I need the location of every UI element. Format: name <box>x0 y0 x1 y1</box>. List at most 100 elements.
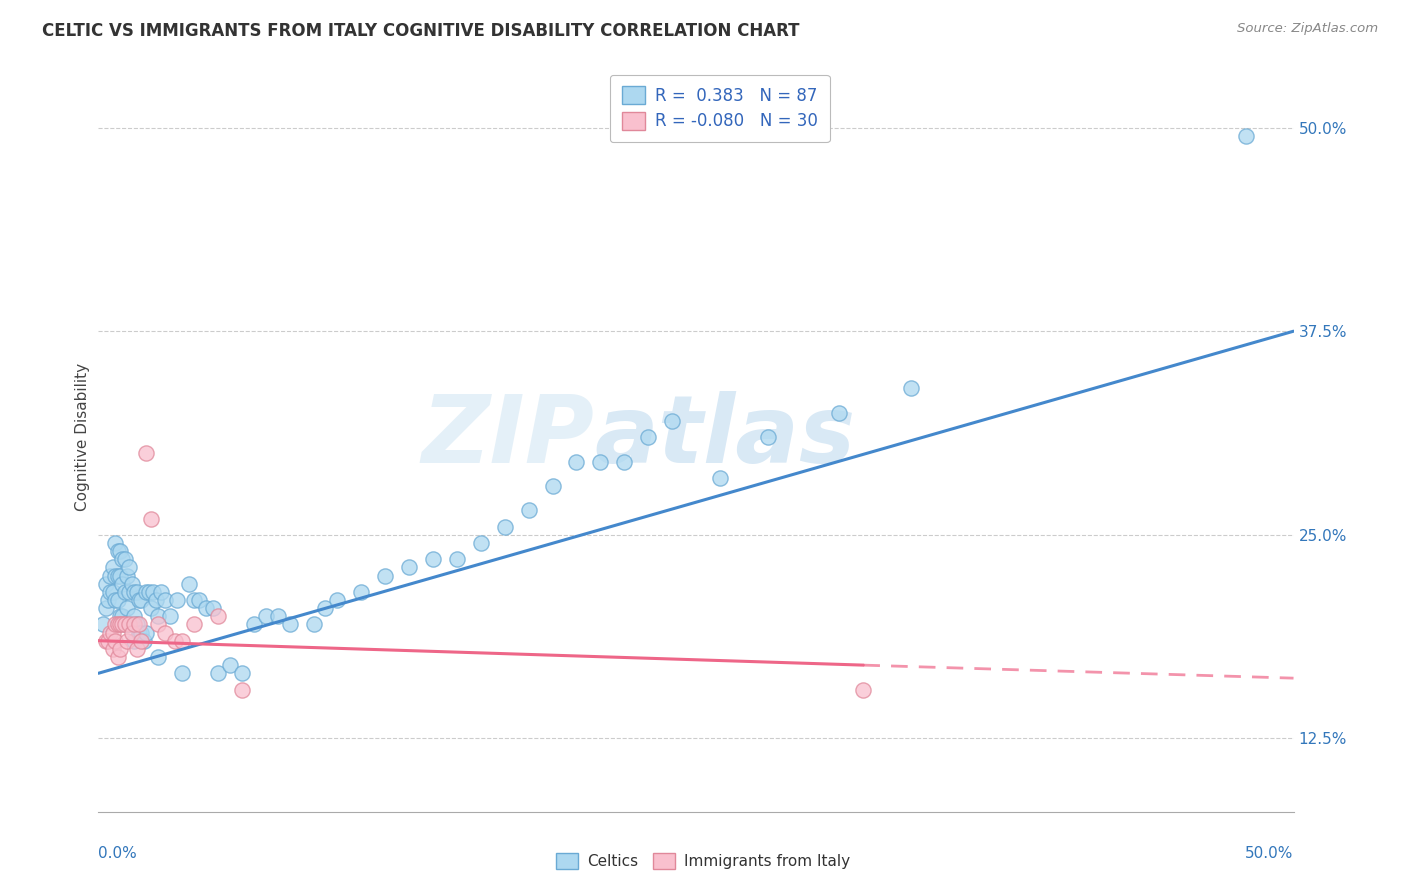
Point <box>94 633 117 648</box>
Point <box>121 625 143 640</box>
Point <box>91 617 114 632</box>
Point <box>637 430 659 444</box>
Point <box>613 454 636 468</box>
Point <box>114 617 136 632</box>
Point <box>104 568 127 582</box>
Point <box>97 633 120 648</box>
Point <box>111 576 134 591</box>
Text: Source: ZipAtlas.com: Source: ZipAtlas.com <box>1237 22 1378 36</box>
Point <box>135 584 157 599</box>
Legend: Celtics, Immigrants from Italy: Celtics, Immigrants from Italy <box>550 847 856 875</box>
Point <box>202 601 225 615</box>
Point <box>155 625 177 640</box>
Point <box>118 584 141 599</box>
Point <box>398 560 420 574</box>
Point <box>118 560 141 574</box>
Point <box>139 601 162 615</box>
Point <box>104 536 127 550</box>
Legend: R =  0.383   N = 87, R = -0.080   N = 30: R = 0.383 N = 87, R = -0.080 N = 30 <box>610 75 830 142</box>
Point <box>267 609 290 624</box>
Point <box>374 568 396 582</box>
Point <box>101 584 124 599</box>
Point <box>128 617 150 632</box>
Point <box>541 479 564 493</box>
Point <box>565 454 588 468</box>
Point <box>148 650 170 665</box>
Point <box>315 601 337 615</box>
Point <box>183 593 205 607</box>
Text: ZIP: ZIP <box>422 391 595 483</box>
Point <box>756 430 779 444</box>
Point <box>828 406 851 420</box>
Point <box>121 576 143 591</box>
Point <box>207 666 229 681</box>
Point <box>231 666 253 681</box>
Point <box>183 617 205 632</box>
Point <box>131 593 153 607</box>
Point <box>94 576 117 591</box>
Text: atlas: atlas <box>595 391 856 483</box>
Point <box>131 633 153 648</box>
Point <box>124 584 146 599</box>
Point <box>166 593 188 607</box>
Point <box>172 666 194 681</box>
Point <box>852 682 875 697</box>
Point <box>142 584 165 599</box>
Point <box>589 454 612 468</box>
Point <box>125 641 148 656</box>
Point <box>172 633 194 648</box>
Point <box>179 576 201 591</box>
Point <box>446 552 468 566</box>
Point <box>107 617 129 632</box>
Point <box>101 560 124 574</box>
Point <box>139 511 162 525</box>
Y-axis label: Cognitive Disability: Cognitive Disability <box>75 363 90 511</box>
Point <box>107 593 129 607</box>
Point <box>98 584 122 599</box>
Point <box>187 593 209 607</box>
Point <box>900 381 922 395</box>
Point <box>148 609 170 624</box>
Point <box>517 503 540 517</box>
Text: 0.0%: 0.0% <box>98 847 138 862</box>
Point <box>108 617 131 632</box>
Point <box>494 519 516 533</box>
Point <box>115 633 138 648</box>
Point <box>94 601 117 615</box>
Point <box>1234 128 1257 143</box>
Point <box>115 601 138 615</box>
Point <box>121 617 143 632</box>
Point <box>422 552 444 566</box>
Point <box>108 544 131 558</box>
Point <box>155 593 177 607</box>
Point <box>145 593 167 607</box>
Point <box>124 617 146 632</box>
Point <box>104 617 127 632</box>
Point <box>111 609 134 624</box>
Point <box>101 641 124 656</box>
Point <box>219 658 242 673</box>
Point <box>111 552 134 566</box>
Point <box>128 593 150 607</box>
Point <box>149 584 172 599</box>
Point <box>97 593 120 607</box>
Text: 50.0%: 50.0% <box>1246 847 1294 862</box>
Point <box>709 471 731 485</box>
Point <box>124 633 146 648</box>
Point <box>98 568 122 582</box>
Point <box>132 633 155 648</box>
Point <box>107 650 129 665</box>
Point <box>98 625 122 640</box>
Point <box>107 568 129 582</box>
Point <box>118 617 141 632</box>
Point <box>114 617 136 632</box>
Point <box>195 601 218 615</box>
Point <box>470 536 492 550</box>
Point <box>135 625 157 640</box>
Point <box>114 552 136 566</box>
Point <box>125 584 148 599</box>
Point <box>278 617 301 632</box>
Point <box>128 625 150 640</box>
Point <box>108 568 131 582</box>
Point <box>138 584 160 599</box>
